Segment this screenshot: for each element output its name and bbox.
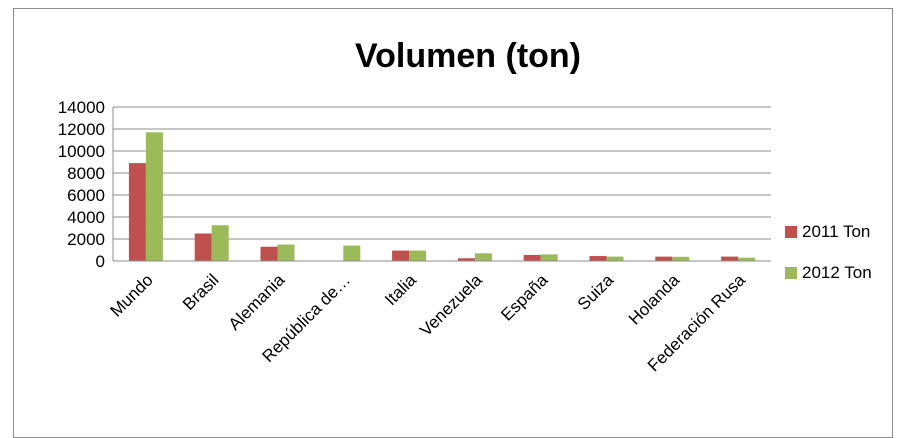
legend-swatch [785, 267, 797, 279]
bar-series2 [409, 250, 427, 261]
bar-series1 [721, 256, 739, 261]
gridlines [113, 106, 771, 240]
legend-label: 2011 Ton [802, 222, 870, 241]
bar-series1 [655, 256, 673, 261]
y-tick-label: 0 [96, 252, 105, 271]
bar-series1 [523, 254, 541, 261]
bar-series2 [474, 253, 492, 261]
bars [128, 132, 756, 261]
chart-title: Volumen (ton) [355, 37, 581, 75]
bar-chart: Volumen (ton) 0 2000 4000 6000 8000 10000 1200… [58, 37, 872, 375]
y-tick-label: 2000 [67, 230, 105, 249]
bar-series1 [589, 256, 607, 261]
bar-series2 [672, 256, 690, 261]
legend-swatch [785, 226, 797, 238]
bar-series2 [343, 245, 361, 261]
bar-series1 [194, 233, 212, 261]
x-category-label: España [497, 270, 552, 325]
y-tick-label: 4000 [67, 208, 105, 227]
bar-series2 [145, 132, 163, 261]
bar-series1 [392, 250, 410, 261]
legend-label: 2012 Ton [802, 263, 872, 282]
bar-series2 [540, 254, 558, 261]
x-category-label: Mundo [107, 270, 157, 320]
bar-series1 [457, 258, 475, 261]
bar-series1 [260, 246, 278, 261]
bar-series2 [277, 244, 295, 261]
x-category-label: Venezuela [416, 270, 486, 340]
bar-series2 [606, 256, 624, 261]
x-category-label: Alemania [225, 270, 289, 334]
bar-series2 [211, 225, 229, 261]
axes [112, 107, 771, 262]
y-tick-label: 14000 [58, 98, 105, 117]
x-category-label: Italia [381, 270, 420, 309]
x-category-label: Holanda [625, 270, 684, 329]
y-axis-ticks: 0 2000 4000 6000 8000 10000 12000 14000 [58, 98, 105, 271]
legend: 2011 Ton 2012 Ton [785, 222, 872, 282]
y-tick-label: 6000 [67, 186, 105, 205]
x-category-label: Brasil [179, 270, 222, 313]
y-tick-label: 8000 [67, 164, 105, 183]
bar-series1 [128, 163, 146, 261]
bar-series2 [738, 257, 756, 261]
y-tick-label: 12000 [58, 120, 105, 139]
y-tick-label: 10000 [58, 142, 105, 161]
x-category-label: Suiza [574, 270, 618, 314]
